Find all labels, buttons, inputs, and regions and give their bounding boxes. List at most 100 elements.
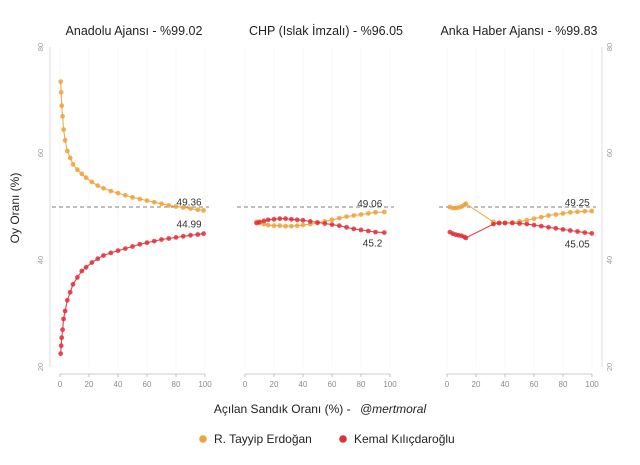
point-kilicdaroglu xyxy=(546,224,551,230)
point-kilicdaroglu xyxy=(58,343,64,349)
y-axis-title: Oy Oranı (%) xyxy=(8,173,22,244)
x-tick-label: 100 xyxy=(585,380,599,389)
point-erdogan xyxy=(538,214,544,220)
x-tick-label: 100 xyxy=(383,380,397,389)
point-erdogan xyxy=(70,161,76,167)
point-erdogan xyxy=(524,217,530,223)
point-erdogan xyxy=(89,179,95,185)
point-erdogan xyxy=(289,223,294,229)
point-kilicdaroglu xyxy=(83,264,89,270)
point-kilicdaroglu xyxy=(463,235,469,241)
point-kilicdaroglu xyxy=(159,237,164,242)
point-erdogan xyxy=(173,204,179,209)
y-tick-right-80: 80 xyxy=(605,43,614,51)
x-tick-label: 40 xyxy=(114,380,123,389)
panel-anka-haber-ajansi: 0 20 40 60 80 100 49.25 45.05 xyxy=(439,47,599,389)
point-kilicdaroglu xyxy=(180,233,186,239)
point-erdogan xyxy=(115,190,121,196)
point-kilicdaroglu xyxy=(491,221,496,227)
point-kilicdaroglu xyxy=(89,260,95,265)
point-erdogan xyxy=(351,213,357,218)
y-tick-left-20: 20 xyxy=(36,363,45,371)
point-kilicdaroglu xyxy=(300,217,306,223)
point-kilicdaroglu xyxy=(358,227,364,233)
point-erdogan xyxy=(463,201,469,207)
y-tick-right-40: 40 xyxy=(605,256,614,264)
point-kilicdaroglu xyxy=(67,289,73,295)
point-erdogan xyxy=(166,203,172,208)
point-kilicdaroglu xyxy=(322,221,328,226)
point-erdogan xyxy=(195,207,201,213)
point-kilicdaroglu xyxy=(283,216,288,222)
point-kilicdaroglu xyxy=(130,244,135,249)
y-tick-left-40: 40 xyxy=(36,256,45,264)
point-erdogan xyxy=(329,217,335,223)
legend-marker-erdogan xyxy=(199,435,207,443)
x-tick-label: 0 xyxy=(445,380,450,389)
point-kilicdaroglu xyxy=(294,217,300,223)
point-kilicdaroglu xyxy=(277,216,283,222)
point-erdogan xyxy=(582,208,588,214)
legend: R. Tayyip Erdoğan Kemal Kılıçdaroğlu xyxy=(199,432,455,446)
point-kilicdaroglu xyxy=(517,221,522,226)
point-erdogan xyxy=(365,211,371,216)
point-erdogan xyxy=(58,89,64,95)
x-tick-label: 0 xyxy=(243,380,248,389)
point-erdogan xyxy=(60,113,65,119)
point-kilicdaroglu xyxy=(271,216,277,222)
point-erdogan xyxy=(531,216,537,222)
x-tick-label: 80 xyxy=(357,380,366,389)
point-erdogan xyxy=(381,209,387,215)
point-kilicdaroglu xyxy=(95,256,101,262)
point-kilicdaroglu xyxy=(60,327,65,333)
point-kilicdaroglu xyxy=(108,250,114,256)
point-erdogan xyxy=(79,171,85,177)
point-erdogan xyxy=(95,183,101,189)
point-kilicdaroglu xyxy=(567,228,573,233)
point-erdogan xyxy=(294,223,300,229)
point-erdogan xyxy=(271,223,277,229)
y-axis-right: 20 40 60 80 xyxy=(601,43,614,371)
point-erdogan xyxy=(151,199,157,205)
x-tick-label: 60 xyxy=(143,380,152,389)
x-tick-label: 40 xyxy=(299,380,308,389)
point-erdogan xyxy=(277,223,283,229)
point-kilicdaroglu xyxy=(70,281,76,287)
y-tick-right-60: 60 xyxy=(605,149,614,157)
x-tick-label: 0 xyxy=(58,380,63,389)
point-kilicdaroglu xyxy=(75,275,80,280)
y-tick-left-80: 80 xyxy=(36,43,45,51)
end-label-erdogan: 49.36 xyxy=(177,197,202,208)
point-erdogan xyxy=(265,222,271,228)
point-erdogan xyxy=(108,188,114,194)
point-erdogan xyxy=(336,215,342,221)
point-erdogan xyxy=(67,155,73,161)
y-tick-left-60: 60 xyxy=(36,149,45,157)
x-axis-credit: @mertmoral xyxy=(360,402,427,416)
point-erdogan xyxy=(589,208,595,214)
point-kilicdaroglu xyxy=(336,223,342,229)
point-kilicdaroglu xyxy=(381,230,387,236)
end-label-kilicdaroglu: 44.99 xyxy=(177,220,202,231)
point-kilicdaroglu xyxy=(538,223,544,229)
point-kilicdaroglu xyxy=(59,335,65,341)
point-kilicdaroglu xyxy=(144,240,150,246)
point-kilicdaroglu xyxy=(173,235,179,240)
x-tick-label: 20 xyxy=(472,380,481,389)
point-erdogan xyxy=(575,209,580,215)
panel-chp: 0 20 40 60 80 100 49.06 45.2 xyxy=(237,47,397,389)
point-erdogan xyxy=(61,127,66,133)
point-kilicdaroglu xyxy=(122,246,128,252)
point-kilicdaroglu xyxy=(62,308,68,314)
point-kilicdaroglu xyxy=(582,230,588,236)
point-erdogan xyxy=(201,208,207,213)
point-kilicdaroglu xyxy=(553,225,559,231)
point-kilicdaroglu xyxy=(351,226,357,232)
point-kilicdaroglu xyxy=(137,241,143,247)
x-axis-title: Açılan Sandık Oranı (%) - @mertmoral xyxy=(214,402,427,416)
point-kilicdaroglu xyxy=(524,221,530,227)
end-label-erdogan: 49.25 xyxy=(565,198,590,209)
point-kilicdaroglu xyxy=(151,238,157,244)
point-erdogan xyxy=(358,212,364,217)
point-erdogan xyxy=(137,196,143,202)
